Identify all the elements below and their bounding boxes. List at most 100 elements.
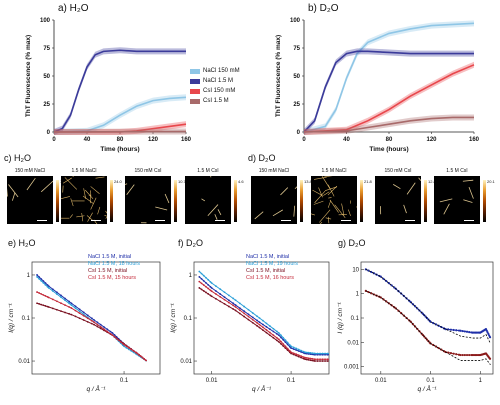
data-point bbox=[40, 279, 43, 282]
data-point bbox=[314, 353, 316, 356]
data-point bbox=[86, 317, 89, 320]
data-point bbox=[99, 323, 102, 326]
legend-item: NaCl 1.5 M bbox=[190, 76, 250, 86]
data-point bbox=[44, 295, 47, 297]
data-point bbox=[277, 340, 280, 343]
data-point bbox=[96, 325, 99, 328]
data-point bbox=[36, 302, 38, 305]
data-point bbox=[459, 353, 462, 357]
data-point bbox=[324, 352, 326, 355]
data-point bbox=[55, 308, 58, 311]
data-point bbox=[461, 329, 464, 333]
afm-image bbox=[61, 176, 107, 224]
data-point bbox=[113, 335, 116, 338]
data-point bbox=[447, 351, 450, 354]
data-point bbox=[468, 353, 471, 357]
data-point bbox=[258, 323, 261, 326]
data-point bbox=[78, 308, 81, 311]
afm-caption: 1.5 M CsI bbox=[197, 168, 219, 174]
panel-e-title: e) H₂O bbox=[8, 238, 36, 248]
data-point bbox=[109, 332, 112, 335]
afm-fibrils bbox=[254, 186, 297, 220]
color-bar bbox=[56, 180, 59, 222]
data-point bbox=[215, 293, 217, 295]
data-point bbox=[96, 321, 99, 324]
afm-fibrils bbox=[380, 177, 421, 215]
series-line bbox=[53, 49, 186, 133]
legend-swatch bbox=[190, 78, 200, 84]
afm-fibril bbox=[418, 177, 421, 181]
x-tick-label: 0.01 bbox=[375, 378, 387, 384]
x-tick-label: 0 bbox=[302, 137, 306, 143]
x-tick-label: 0.1 bbox=[287, 378, 296, 384]
data-point bbox=[74, 305, 77, 308]
chart-g: 0.01 0.1 1 10 1 0.1 0.01 0.001 q / Å⁻¹ I (q) / cm… bbox=[337, 261, 494, 393]
data-point bbox=[207, 283, 210, 286]
afm-fibril bbox=[70, 198, 74, 207]
afm-fibril bbox=[311, 213, 315, 216]
data-point bbox=[319, 358, 321, 361]
fit-line bbox=[199, 287, 329, 362]
data-point bbox=[258, 326, 261, 329]
data-point bbox=[47, 287, 50, 289]
panel-a-title: a) H₂O bbox=[58, 3, 89, 14]
data-point bbox=[311, 359, 314, 362]
data-point bbox=[275, 336, 278, 339]
afm-fibril bbox=[329, 199, 339, 213]
data-point bbox=[262, 329, 264, 332]
data-point bbox=[219, 293, 222, 295]
data-point bbox=[284, 341, 287, 344]
data-point bbox=[247, 313, 250, 316]
panel-f-title: f) D₂O bbox=[178, 238, 203, 248]
data-point bbox=[219, 288, 222, 291]
data-point bbox=[227, 305, 230, 308]
afm-fibril bbox=[323, 191, 330, 196]
afm-fibril bbox=[324, 176, 333, 178]
data-point bbox=[309, 359, 312, 362]
data-point bbox=[51, 290, 54, 292]
data-point bbox=[119, 341, 122, 343]
afm-fibril bbox=[254, 211, 264, 220]
scale-bar bbox=[155, 220, 165, 221]
afm-caption: 150 mM NaCl bbox=[14, 168, 46, 174]
data-point bbox=[38, 292, 41, 294]
data-point bbox=[135, 351, 137, 354]
data-point bbox=[60, 296, 62, 299]
afm-fibril bbox=[468, 187, 474, 199]
data-point bbox=[307, 351, 310, 354]
data-point bbox=[130, 348, 133, 351]
data-point bbox=[243, 315, 246, 318]
data-point bbox=[227, 294, 230, 297]
y-axis-label: I(q) / cm⁻¹ bbox=[170, 302, 177, 332]
y-tick-label: 25 bbox=[293, 102, 300, 108]
data-point bbox=[238, 307, 241, 310]
data-point bbox=[223, 291, 226, 294]
data-point bbox=[209, 289, 212, 292]
afm-image bbox=[434, 176, 480, 224]
data-point bbox=[55, 300, 58, 303]
data-point bbox=[295, 354, 298, 357]
data-point bbox=[99, 327, 102, 330]
data-point bbox=[123, 343, 125, 346]
series-line bbox=[53, 130, 187, 133]
data-point bbox=[207, 287, 210, 290]
data-point bbox=[210, 295, 213, 298]
series-line bbox=[303, 50, 474, 133]
y-tick-label: 75 bbox=[43, 46, 50, 52]
data-point bbox=[44, 282, 47, 284]
color-bar bbox=[174, 180, 177, 222]
x-axis-label: q / Å⁻¹ bbox=[252, 384, 272, 393]
afm-fibril bbox=[280, 187, 289, 196]
afm-image bbox=[185, 176, 231, 224]
afm-fibril bbox=[406, 182, 416, 195]
data-point bbox=[232, 297, 235, 300]
legend-swatch bbox=[190, 88, 200, 94]
afm-fibril bbox=[62, 177, 72, 184]
data-point bbox=[265, 322, 268, 325]
data-point bbox=[488, 336, 492, 339]
data-point bbox=[305, 351, 308, 354]
data-point bbox=[115, 337, 118, 340]
data-point bbox=[200, 288, 203, 291]
data-point bbox=[300, 355, 303, 358]
legend-label: NaCl 1.5 M, initial bbox=[88, 254, 132, 260]
